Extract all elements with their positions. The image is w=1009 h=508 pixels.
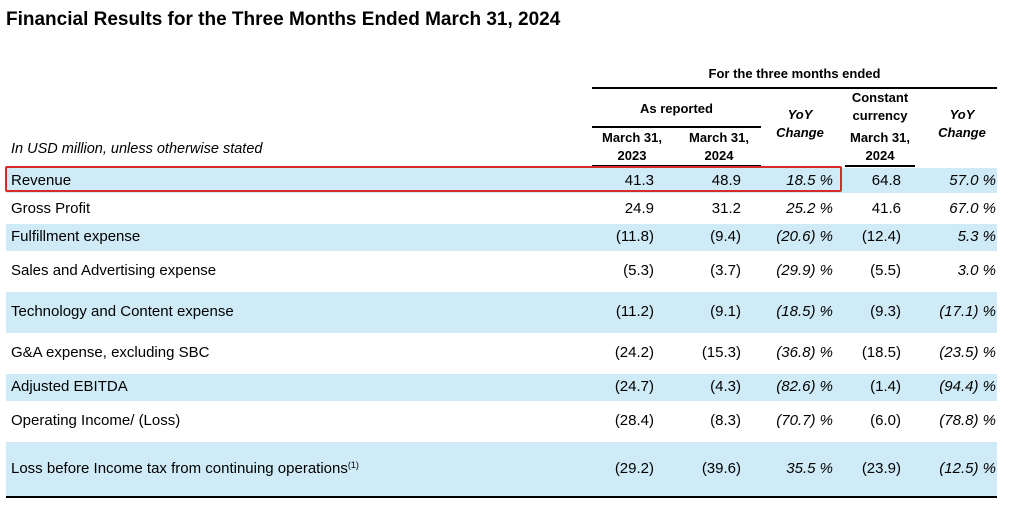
cell-cc: (6.0) xyxy=(870,412,901,429)
cell-yoy: (29.9) % xyxy=(776,262,833,279)
cell-yoy: (20.6) % xyxy=(776,228,833,245)
cell-yoy-cc: 3.0 % xyxy=(957,262,996,279)
row-band xyxy=(6,374,997,401)
cell-cc: (12.4) xyxy=(861,228,901,245)
page-title: Financial Results for the Three Months E… xyxy=(6,9,561,30)
cell-2024: (8.3) xyxy=(710,412,741,429)
cell-yoy-cc: (23.5) % xyxy=(939,344,996,361)
yoy-change-cc-header: YoY Change xyxy=(938,107,986,140)
cell-yoy: (82.6) % xyxy=(776,378,833,395)
col-header-cc-2024: March 31, 2024 xyxy=(850,130,910,163)
row-label: Operating Income/ (Loss) xyxy=(11,412,181,429)
row-label: Gross Profit xyxy=(11,200,91,217)
row-label: Technology and Content expense xyxy=(11,303,234,320)
col-header-2024: March 31, 2024 xyxy=(689,130,749,163)
cell-2024: (9.1) xyxy=(710,303,741,320)
cell-yoy: (70.7) % xyxy=(776,412,833,429)
cell-yoy-cc: (12.5) % xyxy=(939,460,996,477)
header-rule xyxy=(845,165,915,167)
row-label: Revenue xyxy=(11,172,72,189)
cell-cc: (9.3) xyxy=(870,303,901,320)
row-label: Adjusted EBITDA xyxy=(11,378,128,395)
cell-2024: (9.4) xyxy=(710,228,741,245)
cell-yoy-cc: 67.0 % xyxy=(949,200,996,217)
cell-cc: (5.5) xyxy=(870,262,901,279)
cell-cc: (18.5) xyxy=(861,344,901,361)
row-label: Loss before Income tax from continuing o… xyxy=(11,460,359,477)
row-label: G&A expense, excluding SBC xyxy=(11,344,210,361)
cell-yoy-cc: (78.8) % xyxy=(939,412,996,429)
cell-2023: 24.9 xyxy=(624,200,654,217)
row-band xyxy=(6,224,997,251)
cell-yoy: 25.2 % xyxy=(786,200,833,217)
cell-cc: 41.6 xyxy=(871,200,901,217)
cell-yoy: 35.5 % xyxy=(786,460,833,477)
cell-2024: (3.7) xyxy=(710,262,741,279)
cell-2023: (28.4) xyxy=(614,412,654,429)
header-rule xyxy=(592,126,761,128)
cell-2024: (4.3) xyxy=(710,378,741,395)
cell-2023: 41.3 xyxy=(624,172,654,189)
revenue-highlight-box xyxy=(5,166,842,192)
cell-2023: (5.3) xyxy=(623,262,654,279)
cell-2023: (11.8) xyxy=(615,228,654,245)
period-header: For the three months ended xyxy=(708,66,881,81)
constant-currency-header: Constant currency xyxy=(851,90,909,123)
cell-2023: (24.7) xyxy=(614,378,654,395)
cell-2023: (11.2) xyxy=(615,303,654,320)
cell-2024: 31.2 xyxy=(711,200,741,217)
cell-yoy-cc: 5.3 % xyxy=(957,228,996,245)
cell-cc: (23.9) xyxy=(861,460,901,477)
row-band xyxy=(6,442,997,496)
cell-yoy-cc: (94.4) % xyxy=(939,378,996,395)
cell-yoy: 18.5 % xyxy=(786,172,833,189)
bottom-rule xyxy=(6,496,997,498)
cell-yoy: (36.8) % xyxy=(776,344,833,361)
unit-note: In USD million, unless otherwise stated xyxy=(11,141,263,157)
cell-2024: (15.3) xyxy=(701,344,741,361)
cell-2024: 48.9 xyxy=(711,172,741,189)
cell-2023: (29.2) xyxy=(614,460,654,477)
col-header-2023: March 31, 2023 xyxy=(602,130,662,163)
header-rule xyxy=(592,87,997,89)
cell-cc: 64.8 xyxy=(871,172,901,189)
cell-yoy-cc: (17.1) % xyxy=(939,303,996,320)
as-reported-header: As reported xyxy=(640,101,713,116)
cell-yoy-cc: 57.0 % xyxy=(949,172,996,189)
cell-yoy: (18.5) % xyxy=(776,303,833,320)
row-band xyxy=(6,292,997,333)
row-label: Fulfillment expense xyxy=(11,228,141,245)
cell-cc: (1.4) xyxy=(870,378,901,395)
row-label: Sales and Advertising expense xyxy=(11,262,217,279)
cell-2024: (39.6) xyxy=(701,460,741,477)
cell-2023: (24.2) xyxy=(614,344,654,361)
footnote-marker: (1) xyxy=(347,460,359,470)
row-band xyxy=(6,168,997,193)
yoy-change-header: YoY Change xyxy=(776,107,824,140)
